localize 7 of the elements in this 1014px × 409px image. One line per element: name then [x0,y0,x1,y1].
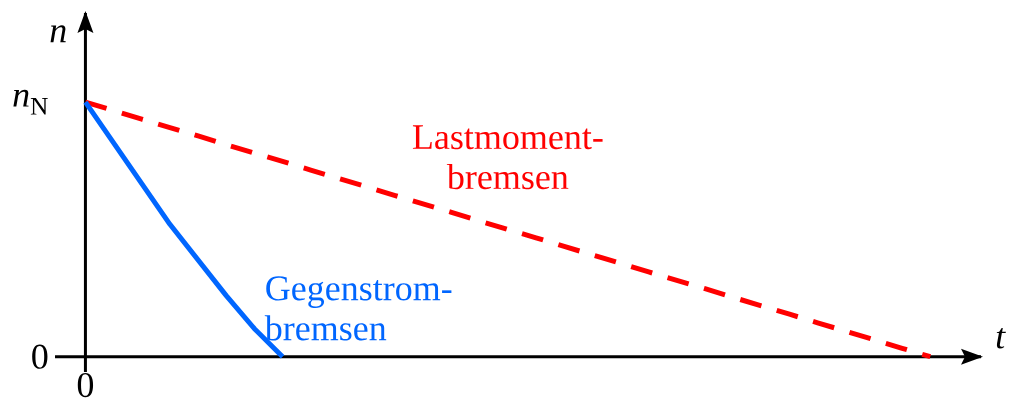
text: 0 [32,344,48,369]
text: 0 [77,372,94,398]
series-label: Lastmoment-bremsen [412,125,603,190]
series-label: Gegenstrom-bremsen [264,276,452,341]
y-axis-title: n [50,25,66,43]
text: n$_{N}$ [13,89,48,115]
x-axis-title: t [996,327,1006,349]
